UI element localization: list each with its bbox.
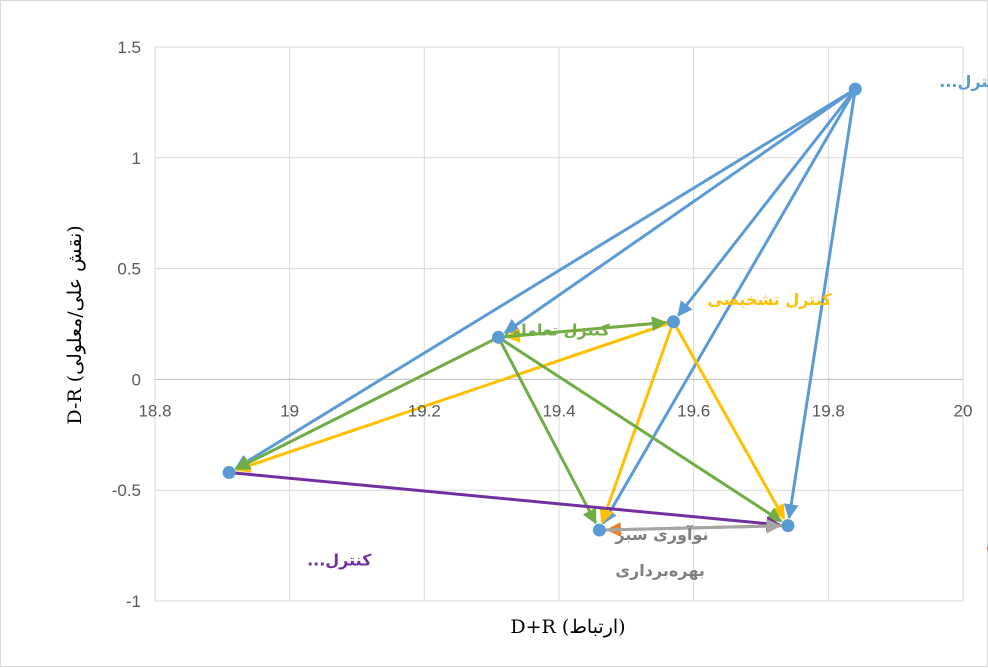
gridlines	[154, 46, 964, 602]
point-labels: کنترل... کنترل تشخیصی کنترل تعاملی کنترل...…	[307, 72, 988, 580]
arrow-n3-to-n2	[498, 316, 667, 339]
arrow-n6-to-n5	[599, 518, 782, 534]
point-label-n4: کنترل...	[307, 550, 372, 569]
x-tick-label: 18.8	[138, 401, 171, 420]
y-tick-label: 0.5	[117, 260, 141, 279]
data-point-n4	[222, 465, 236, 479]
point-label-n6: نوآوری سبز بهره‌برداری	[614, 524, 708, 580]
data-point-n5	[781, 519, 795, 533]
point-label-n1: کنترل...	[939, 72, 988, 91]
y-tick-label: 0	[132, 370, 141, 389]
x-tick-label: 19	[280, 401, 299, 420]
arrow-n3-to-n4	[234, 335, 500, 471]
point-label-n3: کنترل تعاملی	[504, 320, 610, 339]
y-tick-label: -0.5	[112, 481, 141, 500]
tick-labels: 18.8 19 19.2 19.4 19.6 19.8 20 1.5 1 0.5 0 -0.5 -1	[112, 38, 973, 611]
x-axis-title: D+R (ارتباط)	[510, 616, 625, 638]
data-points	[222, 82, 862, 537]
arrow-n2-to-n5	[672, 321, 786, 520]
arrow-n1-to-n5	[783, 88, 857, 520]
arrow-n2-to-n6	[599, 321, 675, 524]
x-tick-label: 19.6	[677, 401, 710, 420]
y-tick-label: 1.5	[117, 38, 141, 57]
arrows	[228, 87, 857, 538]
data-point-n3	[491, 330, 505, 344]
x-tick-label: 19.4	[542, 401, 575, 420]
x-tick-label: 19.2	[408, 401, 441, 420]
arrow-n3-to-n5	[497, 336, 783, 523]
x-tick-label: 19.8	[812, 401, 845, 420]
y-tick-label: 1	[132, 149, 141, 168]
point-label-n2: کنترل تشخیصی	[707, 290, 832, 309]
arrow-n2-to-n4	[235, 320, 674, 473]
arrow-n3-to-n6	[497, 336, 598, 525]
y-axis-title: D-R (نقش علی/معلولی)	[64, 225, 86, 424]
x-tick-label: 20	[954, 401, 973, 420]
y-tick-label: -1	[126, 592, 141, 611]
data-point-n2	[666, 315, 680, 329]
arrow-n1-to-n4	[234, 87, 857, 470]
arrow-n1-to-n3	[503, 87, 857, 334]
arrow-n1-to-n2	[677, 88, 857, 317]
arrow-n4-to-n5	[228, 470, 782, 532]
arrow-n1-to-n6	[602, 88, 857, 525]
data-point-n6	[592, 523, 606, 537]
point-label-n5: نوآوری سبز اکتشافی	[986, 534, 988, 554]
data-point-n1	[848, 82, 862, 96]
